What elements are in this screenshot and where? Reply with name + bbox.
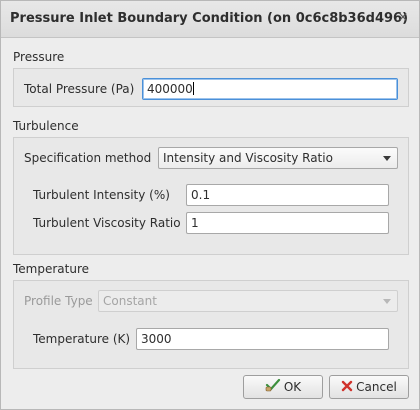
spec-method-select[interactable]: Intensity and Viscosity Ratio [158,147,398,169]
cancel-button[interactable]: Cancel [329,375,409,399]
profile-type-label: Profile Type [24,294,93,308]
temperature-section-title: Temperature [13,262,90,276]
check-hand-icon [265,377,281,399]
title-bar[interactable]: Pressure Inlet Boundary Condition (on 0c… [1,1,419,38]
total-pressure-input[interactable]: 400000 [142,78,398,100]
close-icon[interactable]: × [397,10,409,25]
total-pressure-value: 400000 [147,82,193,96]
text-caret [192,82,194,95]
temperature-input[interactable]: 3000 [136,328,389,350]
ok-button-label: OK [283,380,302,394]
total-pressure-label: Total Pressure (Pa) [24,82,135,96]
profile-type-select: Constant [98,290,398,312]
spec-method-label: Specification method [24,151,152,165]
chevron-down-icon [383,156,391,161]
temperature-label: Temperature (K) [33,332,131,346]
turbulent-intensity-input[interactable]: 0.1 [186,184,389,206]
turbulent-viscosity-ratio-input[interactable]: 1 [186,212,389,234]
pressure-group: Total Pressure (Pa) 400000 [13,68,409,107]
red-x-icon [341,377,353,399]
turbulence-group: Specification method Intensity and Visco… [13,137,409,255]
turbulence-section-title: Turbulence [13,119,79,133]
turbulent-intensity-label: Turbulent Intensity (%) [33,188,170,202]
pressure-section-title: Pressure [13,50,65,64]
profile-type-value: Constant [103,294,157,308]
cancel-button-label: Cancel [356,380,397,394]
turbulent-viscosity-ratio-label: Turbulent Viscosity Ratio [33,216,181,230]
ok-button[interactable]: OK [243,375,323,399]
temperature-group: Profile Type Constant Temperature (K) 30… [13,280,409,369]
chevron-down-icon [383,299,391,304]
window-title: Pressure Inlet Boundary Condition (on 0c… [10,11,409,26]
spec-method-value: Intensity and Viscosity Ratio [163,151,333,165]
